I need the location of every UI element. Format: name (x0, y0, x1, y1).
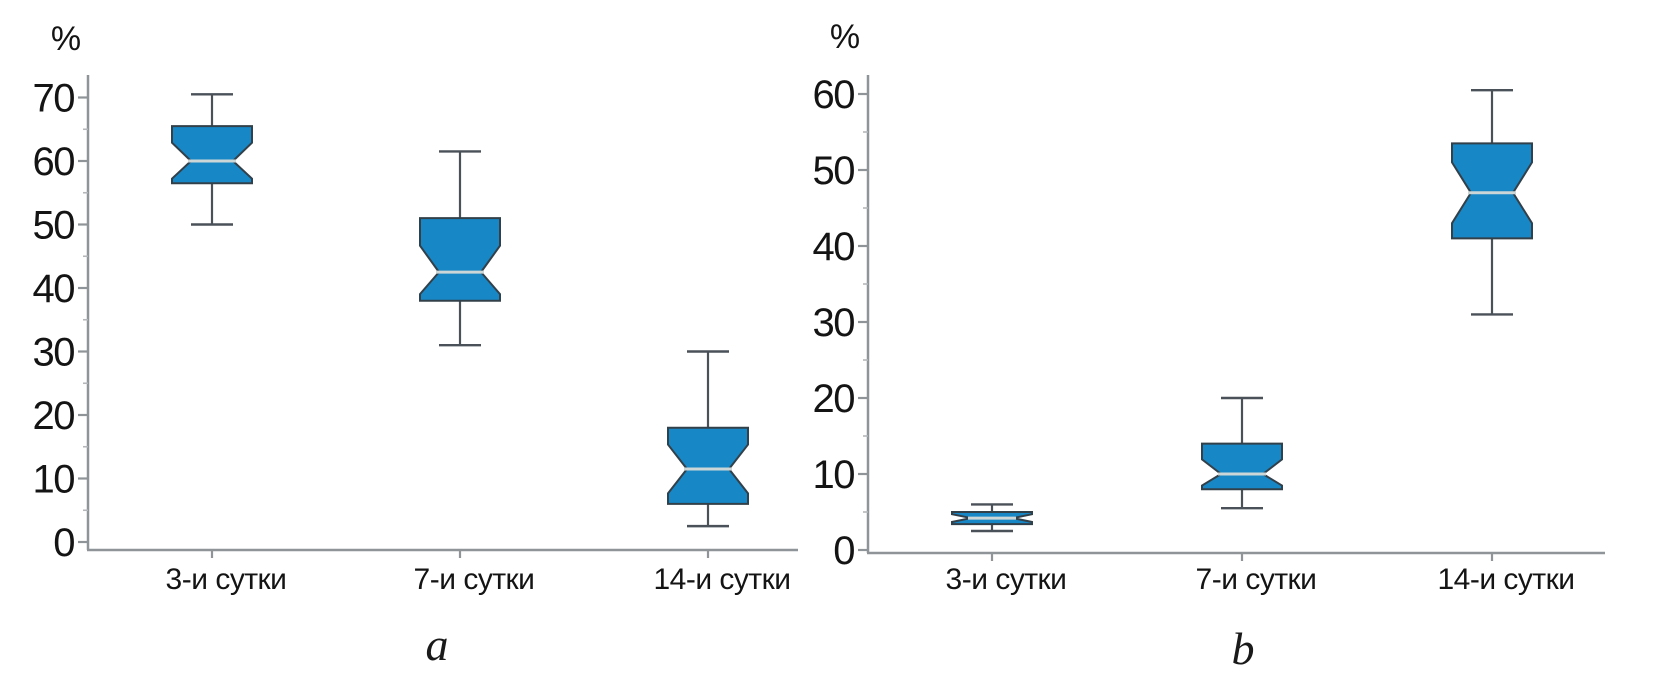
boxplot-day-2 (1201, 396, 1283, 510)
y-tick-label: 60 (813, 73, 855, 117)
box-body (419, 217, 501, 302)
y-tick-label: 40 (813, 225, 855, 269)
boxplot-day-2 (419, 150, 501, 347)
box-body (171, 125, 253, 185)
y-tick-label: 30 (813, 301, 855, 345)
y-tick-label: 20 (813, 377, 855, 421)
y-axis-unit-label: % (51, 20, 81, 58)
category-label: 14-и сутки (653, 563, 790, 596)
panel-label-b: b (1231, 623, 1255, 674)
y-axis-unit-label: % (830, 18, 860, 56)
box-body (1201, 442, 1283, 491)
y-tick-label: 40 (33, 267, 75, 311)
y-tick-label: 10 (813, 453, 855, 497)
y-tick-label: 50 (813, 149, 855, 193)
box-body (667, 426, 749, 505)
category-label: 7-и сутки (414, 563, 535, 596)
y-tick-label: 0 (833, 529, 854, 573)
boxplot-day-3 (1451, 88, 1533, 316)
boxplot-day-1 (951, 503, 1033, 533)
category-label: 7-и сутки (1196, 563, 1317, 596)
category-label: 14-и сутки (1437, 563, 1574, 596)
y-tick-label: 30 (33, 331, 75, 375)
category-label: 3-и сутки (946, 563, 1067, 596)
y-tick-label: 60 (33, 140, 75, 184)
y-tick-label: 70 (33, 77, 75, 121)
chart-panel-b: % 0 10 20 30 40 50 60 3-и сутки 7-и сутки 14-и сут… (813, 18, 1605, 596)
boxplot-day-3 (667, 350, 749, 528)
y-tick-label: 0 (53, 521, 74, 565)
boxplot-day-1 (171, 93, 253, 226)
category-label: 3-и сутки (166, 563, 287, 596)
box-body (1451, 142, 1533, 240)
chart-panel-a: % 0 10 20 30 40 50 60 70 3-и сутки 7-и сутки 14-и с… (33, 20, 798, 596)
y-tick-label: 20 (33, 394, 75, 438)
y-tick-label: 10 (33, 458, 75, 502)
y-tick-label: 50 (33, 204, 75, 248)
panel-label-a: a (425, 619, 449, 670)
